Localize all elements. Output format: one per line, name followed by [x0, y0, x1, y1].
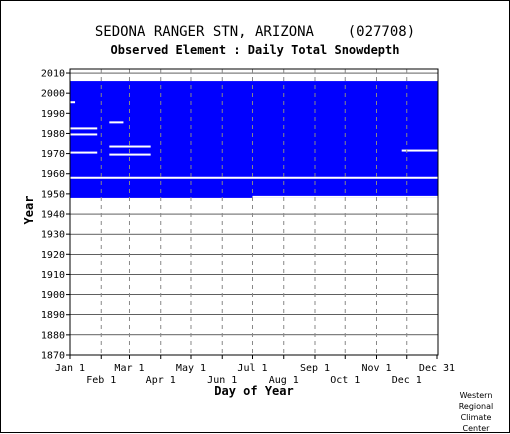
data-coverage-block: [70, 81, 438, 198]
y-tick-label: 2010: [41, 69, 65, 80]
x-tick-label: Aug 1: [269, 375, 299, 386]
credit-line-1: Western: [459, 391, 493, 400]
credit-line-4: Center: [462, 424, 490, 433]
plot-border: [69, 68, 439, 356]
missing-segment: [70, 101, 76, 104]
y-tick-label: 1900: [41, 290, 65, 301]
missing-segment: [70, 127, 98, 130]
x-tick-label: Dec 1: [392, 375, 422, 386]
x-tick-label: Apr 1: [146, 375, 176, 386]
x-tick-label: Nov 1: [361, 363, 391, 374]
missing-segment: [401, 149, 438, 152]
x-tick-label: Feb 1: [86, 375, 116, 386]
y-tick-label: 1990: [41, 109, 65, 120]
y-tick-label: 1910: [41, 270, 65, 281]
missing-segment: [109, 153, 151, 156]
x-tick-label: Mar 1: [114, 363, 144, 374]
chart-subtitle: Observed Element : Daily Total Snowdepth: [110, 43, 400, 57]
missing-block: [70, 176, 438, 179]
x-tick-label: Dec 31: [419, 363, 455, 374]
y-tick-label: 1960: [41, 169, 65, 180]
y-axis-title: Year: [22, 196, 36, 225]
x-tick-label: Sep 1: [300, 363, 330, 374]
missing-block: [252, 195, 438, 198]
y-tick-label: 2000: [41, 89, 65, 100]
missing-segment: [109, 145, 151, 148]
x-tick-label: Jul 1: [237, 363, 267, 374]
missing-segment: [109, 121, 124, 124]
x-axis-title: Day of Year: [214, 384, 293, 398]
x-tick-label: Oct 1: [330, 375, 360, 386]
y-tick-label: 1950: [41, 189, 65, 200]
y-tick-label: 1940: [41, 210, 65, 221]
credit-line-2: Regional: [458, 402, 494, 411]
y-tick-label: 1920: [41, 250, 65, 261]
chart-title: SEDONA RANGER STN, ARIZONA (027708): [94, 24, 416, 40]
y-tick-label: 1870: [41, 351, 65, 362]
y-tick-label: 1970: [41, 149, 65, 160]
y-tick-label: 1980: [41, 129, 65, 140]
missing-segment: [70, 151, 98, 154]
missing-segment: [70, 133, 98, 136]
y-tick-label: 1930: [41, 230, 65, 241]
x-tick-label: Jan 1: [55, 363, 85, 374]
wrcc-credit: Western Regional Climate Center: [446, 390, 506, 434]
x-tick-label: May 1: [176, 363, 206, 374]
y-tick-label: 1890: [41, 310, 65, 321]
credit-line-3: Climate: [460, 413, 492, 422]
y-tick-label: 1880: [41, 330, 65, 341]
x-tick-label: Jun 1: [207, 375, 237, 386]
